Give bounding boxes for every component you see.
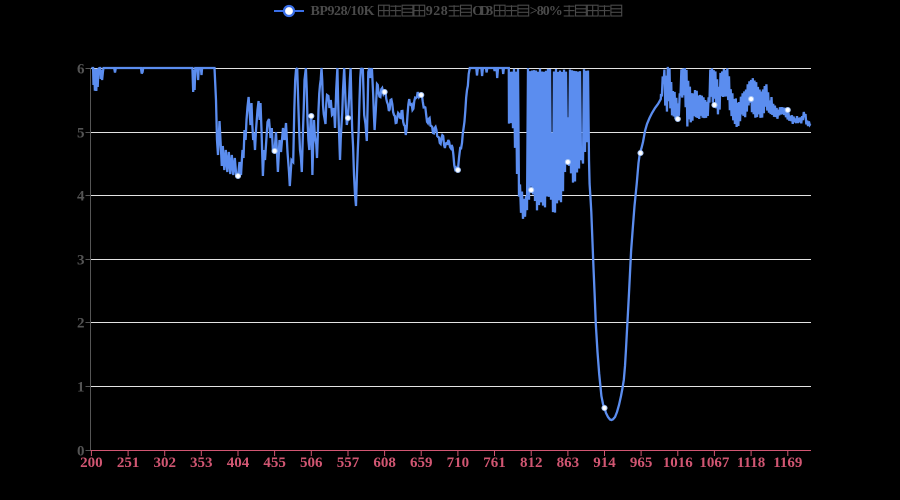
svg-text:BP928/10K: BP928/10K [311, 4, 375, 19]
svg-text:3: 3 [77, 253, 85, 269]
svg-text:761: 761 [483, 455, 506, 471]
svg-text:1: 1 [77, 380, 85, 396]
svg-text:200: 200 [80, 455, 103, 471]
svg-text:6: 6 [77, 62, 85, 78]
svg-text:OD3: OD3 [472, 4, 493, 19]
svg-text:455: 455 [263, 455, 286, 471]
svg-text:>80%: >80% [530, 4, 563, 19]
svg-text:928: 928 [426, 4, 448, 19]
svg-text:506: 506 [300, 455, 323, 471]
svg-text:659: 659 [410, 455, 433, 471]
svg-text:0: 0 [77, 444, 85, 460]
svg-text:5: 5 [77, 126, 85, 142]
svg-text:2: 2 [77, 316, 85, 332]
svg-text:557: 557 [337, 455, 360, 471]
svg-text:812: 812 [520, 455, 543, 471]
svg-text:4: 4 [77, 189, 85, 205]
svg-text:914: 914 [593, 455, 616, 471]
svg-text:1118: 1118 [737, 455, 765, 471]
svg-text:1169: 1169 [773, 455, 802, 471]
svg-text:404: 404 [227, 455, 250, 471]
svg-text:965: 965 [630, 455, 653, 471]
svg-text:863: 863 [557, 455, 580, 471]
svg-text:1016: 1016 [663, 455, 694, 471]
svg-text:353: 353 [190, 455, 213, 471]
svg-text:251: 251 [117, 455, 140, 471]
svg-text:710: 710 [447, 455, 470, 471]
svg-text:302: 302 [153, 455, 176, 471]
svg-text:1067: 1067 [699, 455, 730, 471]
svg-text:608: 608 [373, 455, 396, 471]
